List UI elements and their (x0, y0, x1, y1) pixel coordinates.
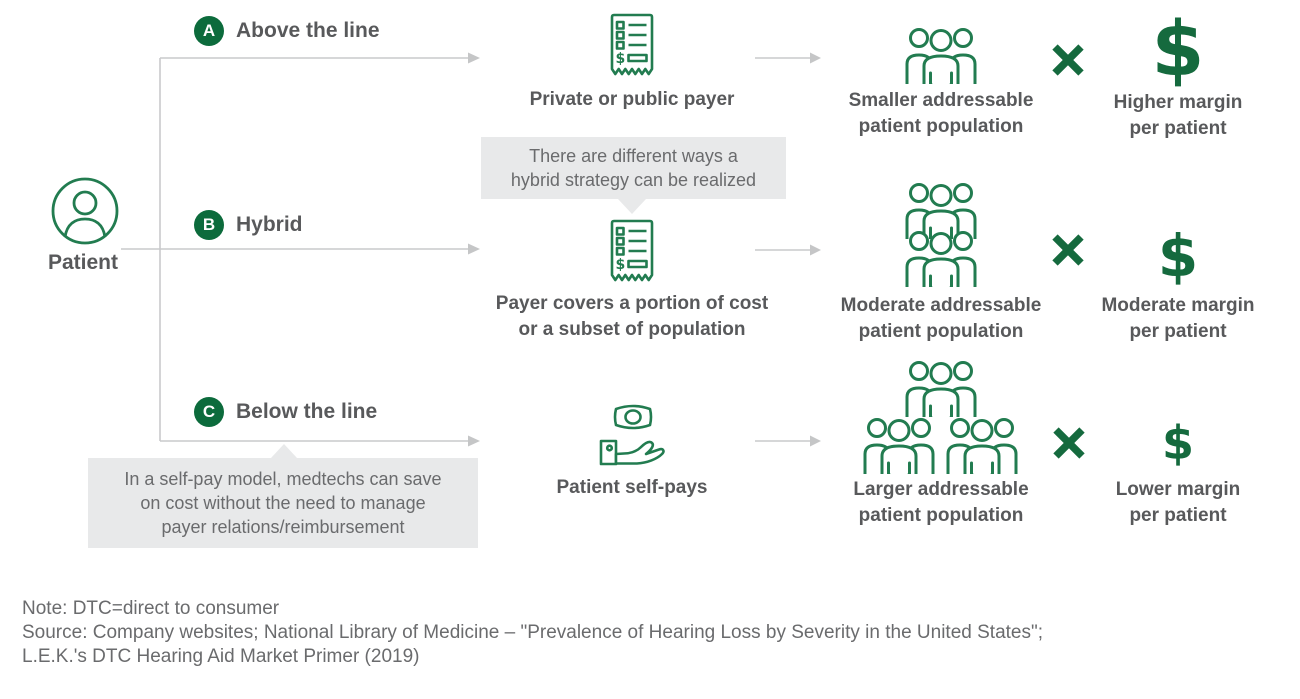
branch-a-letter: A (202, 21, 216, 40)
row-c-margin-line1: Lower margin (1115, 479, 1241, 500)
footer-note: Note: DTC=direct to consumer (22, 598, 280, 619)
row-b-payment-line1: Payer covers a portion of cost (495, 293, 769, 314)
row-b-population-label: Moderate addressable patient population (816, 293, 1066, 345)
hybrid-callout-line2: hybrid strategy can be realized (510, 170, 757, 190)
row-b-margin-line2: per patient (1129, 321, 1227, 342)
people-group-icon (905, 361, 977, 417)
selfpay-callout: In a self-pay model, medtechs can save o… (88, 458, 478, 548)
dollar-icon: $ (1151, 4, 1205, 93)
footer-source-line2: L.E.K.'s DTC Hearing Aid Market Primer (… (22, 646, 420, 667)
hybrid-callout-tail (618, 199, 646, 214)
selfpay-callout-tail (271, 444, 297, 458)
hybrid-callout: There are different ways a hybrid strate… (481, 137, 786, 199)
x-multiply-icon (1051, 425, 1087, 461)
branch-b-label: Hybrid (236, 213, 303, 236)
row-a-population-label: Smaller addressable patient population (816, 88, 1066, 140)
branch-a-badge: A (194, 16, 224, 46)
row-b-payment-line2: or a subset of population (518, 319, 746, 340)
row-c-payment-label: Patient self-pays (556, 477, 708, 498)
row-a-population-line2: patient population (858, 116, 1024, 137)
selfpay-callout-line1: In a self-pay model, medtechs can save (124, 469, 442, 489)
patient-label: Patient (47, 251, 118, 274)
branch-c-label: Below the line (236, 400, 378, 423)
people-group-icon (905, 28, 977, 84)
branch-b-badge: B (194, 210, 224, 240)
row-b-population-line2: patient population (858, 321, 1024, 342)
row-c-margin-line2: per patient (1129, 505, 1227, 526)
cash-in-hand-icon (599, 404, 665, 466)
dollar-icon: $ (1161, 416, 1194, 470)
branch-c-letter: C (202, 402, 216, 421)
footnotes: Note: DTC=direct to consumer Source: Com… (22, 597, 1043, 669)
people-group-icon (946, 418, 1018, 474)
row-c-population-line2: patient population (858, 505, 1024, 526)
x-multiply-icon (1050, 42, 1086, 78)
receipt-icon (610, 13, 654, 76)
selfpay-callout-line3: payer relations/reimbursement (161, 517, 405, 537)
branch-c-badge: C (194, 397, 224, 427)
branch-b-letter: B (202, 215, 216, 234)
row-a-margin-label: Higher margin per patient (1082, 90, 1274, 142)
people-group-icon (863, 418, 935, 474)
patient-icon (51, 177, 119, 245)
row-b-margin-line1: Moderate margin (1101, 295, 1255, 316)
hybrid-callout-line1: There are different ways a (529, 146, 738, 166)
x-multiply-icon (1050, 232, 1086, 268)
people-group-icon (905, 231, 977, 287)
row-c-population-label: Larger addressable patient population (816, 477, 1066, 529)
row-b-population-line1: Moderate addressable (840, 295, 1042, 316)
row-c-margin-label: Lower margin per patient (1082, 477, 1274, 529)
row-a-payment-label: Private or public payer (529, 89, 735, 110)
dollar-icon: $ (1157, 222, 1199, 290)
row-b-margin-label: Moderate margin per patient (1082, 293, 1274, 345)
receipt-icon (610, 219, 654, 282)
row-a-margin-line2: per patient (1129, 118, 1227, 139)
footer-source-line1: Source: Company websites; National Libra… (22, 622, 1043, 643)
branch-a-label: Above the line (236, 19, 380, 42)
row-b-payment-label: Payer covers a portion of cost or a subs… (487, 291, 777, 343)
row-a-margin-line1: Higher margin (1113, 92, 1243, 113)
row-a-population-line1: Smaller addressable (848, 90, 1034, 111)
row-c-population-line1: Larger addressable (853, 479, 1029, 500)
selfpay-callout-line2: on cost without the need to manage (140, 493, 426, 513)
